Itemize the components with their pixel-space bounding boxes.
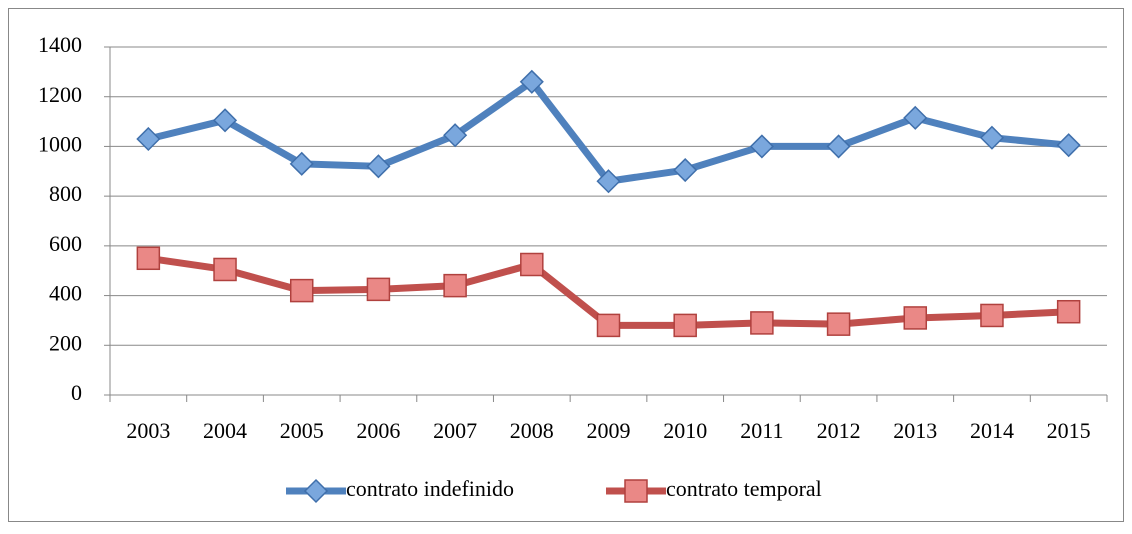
- marker: [673, 313, 697, 338]
- marker: [1056, 133, 1081, 158]
- x-tick-label: 2004: [203, 418, 247, 443]
- marker: [980, 303, 1004, 328]
- marker: [1056, 299, 1081, 324]
- x-tick-label: 2008: [510, 418, 554, 443]
- marker: [303, 478, 329, 504]
- marker: [136, 246, 161, 271]
- y-tick-label: 1000: [38, 131, 82, 156]
- marker: [212, 108, 238, 133]
- marker: [624, 479, 648, 503]
- x-tick-label: 2007: [433, 418, 477, 443]
- marker: [443, 123, 468, 148]
- x-tick-label: 2013: [893, 418, 937, 443]
- x-tick-label: 2006: [356, 418, 400, 443]
- x-tick-label: 2015: [1047, 418, 1091, 443]
- marker: [289, 278, 314, 303]
- marker: [903, 105, 928, 130]
- marker: [749, 134, 774, 159]
- y-tick-label: 0: [71, 380, 82, 405]
- y-tick-label: 800: [49, 181, 82, 206]
- marker: [826, 134, 851, 159]
- x-tick-label: 2010: [663, 418, 707, 443]
- marker: [750, 311, 774, 335]
- x-tick-label: 2009: [587, 418, 631, 443]
- marker: [596, 169, 621, 194]
- marker: [826, 312, 851, 336]
- marker: [366, 277, 391, 302]
- marker: [596, 313, 621, 338]
- x-tick-label: 2003: [126, 418, 170, 443]
- y-tick-label: 1200: [38, 82, 82, 107]
- marker: [520, 252, 544, 277]
- marker: [213, 257, 237, 282]
- marker: [979, 125, 1005, 150]
- y-tick-label: 200: [49, 330, 82, 355]
- marker: [903, 306, 928, 330]
- x-tick-label: 2014: [970, 418, 1014, 443]
- x-tick-label: 2012: [817, 418, 861, 443]
- x-tick-label: 2011: [740, 418, 783, 443]
- y-tick-label: 1400: [38, 32, 82, 57]
- marker: [289, 151, 314, 176]
- marker: [519, 69, 544, 94]
- y-tick-label: 600: [49, 231, 82, 256]
- marker: [443, 273, 467, 298]
- legend-label: contrato temporal: [666, 476, 822, 501]
- legend-label: contrato indefinido: [346, 476, 514, 501]
- y-tick-label: 400: [49, 281, 82, 306]
- marker: [673, 157, 698, 183]
- marker: [366, 154, 391, 179]
- marker: [136, 126, 161, 152]
- x-tick-label: 2005: [280, 418, 324, 443]
